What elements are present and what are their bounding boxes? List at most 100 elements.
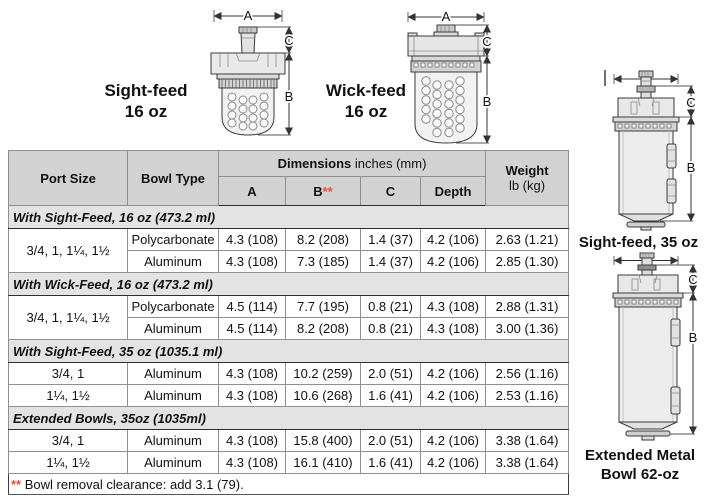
dim-b-cell: 8.2 (208): [285, 317, 361, 340]
footnote-mark: **: [11, 476, 22, 492]
footnote-row: ** Bowl removal clearance: add 3.1 (79).: [8, 473, 569, 495]
port-size-cell: 1¼, 1½: [8, 384, 128, 407]
port-size-cell: 3/4, 1, 1¼, 1½: [8, 228, 128, 273]
dim-c-cell: 0.8 (21): [360, 295, 421, 318]
header-weight-units: lb (kg): [508, 178, 546, 193]
section-header-row: Extended Bowls, 35oz (1035ml): [8, 406, 569, 430]
dim-b-cell: 7.3 (185): [285, 250, 361, 273]
dim-c-cell: 1.6 (41): [360, 384, 421, 407]
wick-feed-16oz-label-line2: 16 oz: [344, 102, 388, 121]
table-row: Aluminum 4.3 (108) 7.3 (185) 1.4 (37) 4.…: [8, 250, 569, 273]
bowl-type-cell: Aluminum: [127, 384, 219, 407]
dim-c-label: C: [686, 95, 695, 110]
dim-c-cell: 2.0 (51): [360, 429, 421, 452]
dim-depth-cell: 4.2 (106): [420, 250, 486, 273]
weight-cell: 2.53 (1.16): [485, 384, 569, 407]
section-header-row: With Sight-Feed, 16 oz (473.2 ml): [8, 205, 569, 229]
port-size-cell: 3/4, 1: [8, 429, 128, 452]
ring-teeth: [617, 123, 672, 129]
dim-c-cell: 1.4 (37): [360, 228, 421, 251]
dim-a-cell: 4.3 (108): [218, 429, 286, 452]
sight-feed-16oz-label-line2: 16 oz: [124, 102, 168, 121]
port-size-cell: 1¼, 1½: [8, 451, 128, 474]
header-dim-c: C: [360, 176, 421, 206]
section-title: With Sight-Feed, 16 oz (473.2 ml): [8, 205, 569, 229]
weight-cell: 3.38 (1.64): [485, 451, 569, 474]
dim-b-cell: 15.8 (400): [285, 429, 361, 452]
dim-a-label: A: [244, 8, 253, 23]
table-row: 3/4, 1 Aluminum 4.3 (108) 15.8 (400) 2.0…: [8, 429, 569, 452]
dim-a-label: A: [442, 9, 451, 24]
section-header-row: With Wick-Feed, 16 oz (473.2 ml): [8, 272, 569, 296]
dim-a-cell: 4.3 (108): [218, 362, 286, 385]
ring-teeth: [413, 62, 475, 68]
dim-a-cell: 4.5 (114): [218, 317, 286, 340]
dim-b-label: B: [689, 330, 698, 345]
table-row: Aluminum 4.5 (114) 8.2 (208) 0.8 (21) 4.…: [8, 317, 569, 340]
extended-metal-bowl-label-line2: Bowl 62-oz: [600, 466, 680, 483]
dim-b-cell: 10.6 (268): [285, 384, 361, 407]
dim-b-label: B: [483, 94, 492, 109]
dim-a-cell: 4.3 (108): [218, 451, 286, 474]
ring-teeth: [617, 299, 679, 305]
dim-a-cell: 4.3 (108): [218, 228, 286, 251]
dim-a-cell: 4.3 (108): [218, 250, 286, 273]
header-dim-b: B**: [285, 176, 361, 206]
footnote: ** Bowl removal clearance: add 3.1 (79).: [8, 473, 569, 495]
sight-dome-pattern: [227, 92, 269, 131]
header-dimensions: Dimensions inches (mm): [218, 150, 486, 177]
bowl-type-cell: Aluminum: [127, 429, 219, 452]
bowl-type-cell: Polycarbonate: [127, 295, 219, 318]
dim-c-cell: 0.8 (21): [360, 317, 421, 340]
bowl-type-cell: Aluminum: [127, 451, 219, 474]
dim-c-label: C: [284, 33, 293, 48]
weight-cell: 2.56 (1.16): [485, 362, 569, 385]
dimensions-table: Port Size Bowl Type Dimensions inches (m…: [8, 150, 569, 495]
bowl-type-cell: Aluminum: [127, 362, 219, 385]
header-dim-b-letter: B: [313, 183, 323, 199]
header-weight: Weight lb (kg): [485, 150, 569, 206]
weight-cell: 2.88 (1.31): [485, 295, 569, 318]
sight-feed-16oz-diagram: A C B: [210, 6, 295, 136]
section-title: With Sight-Feed, 35 oz (1035.1 ml): [8, 339, 569, 363]
sight-feed-16oz-label-line1: Sight-feed: [104, 81, 188, 100]
dim-b-cell: 10.2 (259): [285, 362, 361, 385]
dim-a-cell: 4.3 (108): [218, 384, 286, 407]
header-weight-word: Weight: [505, 163, 549, 178]
footnote-text: Bowl removal clearance: add 3.1 (79).: [21, 476, 244, 492]
header-dimensions-word: Dimensions: [277, 156, 352, 171]
dim-b-label: B: [285, 89, 294, 104]
header-dimensions-units: inches (mm): [351, 156, 427, 171]
wick-feed-16oz-label: Wick-feed 16 oz: [314, 80, 418, 122]
bowl-type-cell: Aluminum: [127, 317, 219, 340]
table-row: 3/4, 1, 1¼, 1½ Polycarbonate 4.5 (114) 7…: [8, 295, 569, 340]
weight-cell: 2.85 (1.30): [485, 250, 569, 273]
dim-b-label: B: [687, 160, 696, 175]
sight-feed-16oz-label: Sight-feed 16 oz: [90, 80, 202, 122]
header-dim-depth: Depth: [420, 176, 486, 206]
header-bowl-type: Bowl Type: [127, 150, 219, 206]
wick-feed-16oz-label-line1: Wick-feed: [325, 81, 407, 100]
dim-depth-cell: 4.2 (106): [420, 228, 486, 251]
dim-depth-cell: 4.2 (106): [420, 451, 486, 474]
extended-metal-bowl-diagram: A C B: [612, 251, 699, 441]
table-row: 3/4, 1, 1¼, 1½ Polycarbonate 4.3 (108) 8…: [8, 228, 569, 273]
header-dim-a: A: [218, 176, 286, 206]
dim-c-label: C: [688, 272, 697, 287]
sight-feed-35oz-diagram: A C B: [604, 69, 697, 231]
port-size-cell: 3/4, 1, 1¼, 1½: [8, 295, 128, 340]
dim-depth-cell: 4.3 (108): [420, 295, 486, 318]
dim-c-cell: 2.0 (51): [360, 362, 421, 385]
dim-c-cell: 1.6 (41): [360, 451, 421, 474]
dim-depth-cell: 4.2 (106): [420, 362, 486, 385]
table-row: 1¼, 1½ Aluminum 4.3 (108) 10.6 (268) 1.6…: [8, 384, 569, 407]
section-title: With Wick-Feed, 16 oz (473.2 ml): [8, 272, 569, 296]
sight-dome-pattern: [421, 76, 465, 138]
dim-depth-cell: 4.2 (106): [420, 384, 486, 407]
dim-b-cell: 8.2 (208): [285, 228, 361, 251]
dim-b-cell: 16.1 (410): [285, 451, 361, 474]
weight-cell: 2.63 (1.21): [485, 228, 569, 251]
bowl-type-cell: Aluminum: [127, 250, 219, 273]
section-header-row: With Sight-Feed, 35 oz (1035.1 ml): [8, 339, 569, 363]
